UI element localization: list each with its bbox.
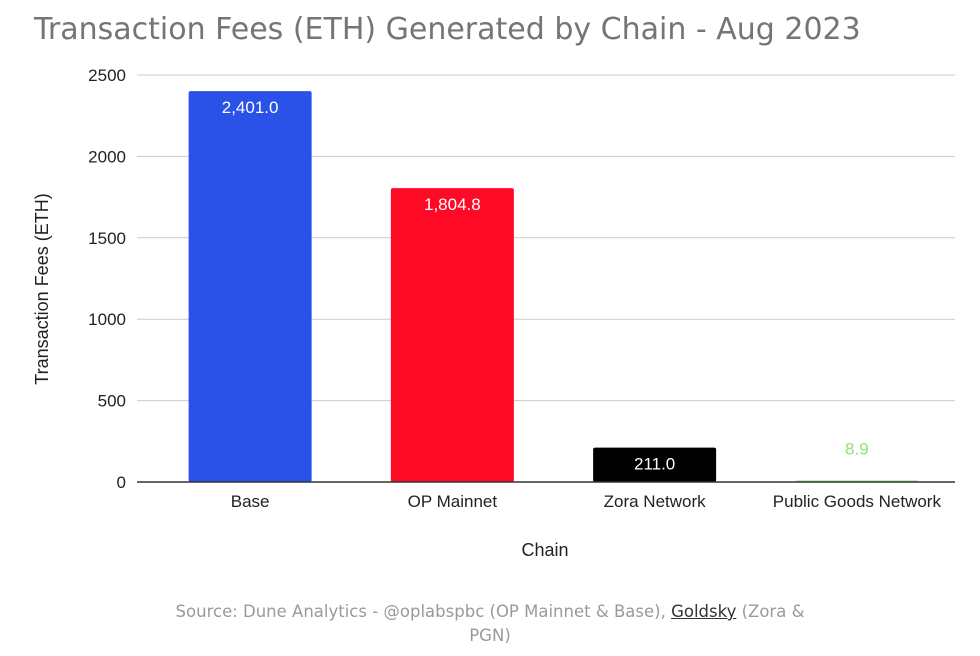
x-tick-label: Base	[231, 492, 270, 511]
bar-zora-network	[593, 447, 717, 482]
bar-base	[188, 91, 312, 483]
source-prefix: Source: Dune Analytics - @oplabspbc (OP …	[175, 602, 672, 621]
bar-value-label: 211.0	[634, 455, 675, 474]
source-line2: PGN)	[469, 626, 511, 645]
y-tick-label: 500	[98, 392, 126, 411]
bar-value-label: 1,804.8	[424, 195, 481, 214]
bar-op-mainnet	[390, 188, 514, 482]
bars: 2,401.0 1,804.8 211.0 8.9	[188, 91, 919, 483]
y-tick-label: 0	[117, 473, 126, 492]
x-axis-title: Chain	[521, 540, 568, 560]
y-tick-label: 1000	[88, 310, 126, 329]
y-tick-label: 2000	[88, 147, 126, 166]
goldsky-link[interactable]: Goldsky	[671, 602, 737, 621]
bar-value-label: 8.9	[845, 440, 869, 459]
x-tick-label: OP Mainnet	[408, 492, 498, 511]
x-tick-label: Public Goods Network	[773, 492, 942, 511]
y-axis-ticks: 0 500 1000 1500 2000 2500	[88, 66, 126, 492]
source-suffix: (Zora &	[736, 602, 805, 621]
y-tick-label: 1500	[88, 229, 126, 248]
bar-value-label: 2,401.0	[222, 98, 279, 117]
bar-chart: Transaction Fees (ETH) Generated by Chai…	[32, 12, 955, 560]
y-tick-label: 2500	[88, 66, 126, 85]
chart-title: Transaction Fees (ETH) Generated by Chai…	[33, 12, 861, 47]
x-axis-ticks: Base OP Mainnet Zora Network Public Goods N…	[231, 492, 942, 511]
source-note: Source: Dune Analytics - @oplabspbc (OP …	[0, 600, 980, 648]
x-tick-label: Zora Network	[604, 492, 707, 511]
y-axis-title: Transaction Fees (ETH)	[32, 193, 52, 384]
